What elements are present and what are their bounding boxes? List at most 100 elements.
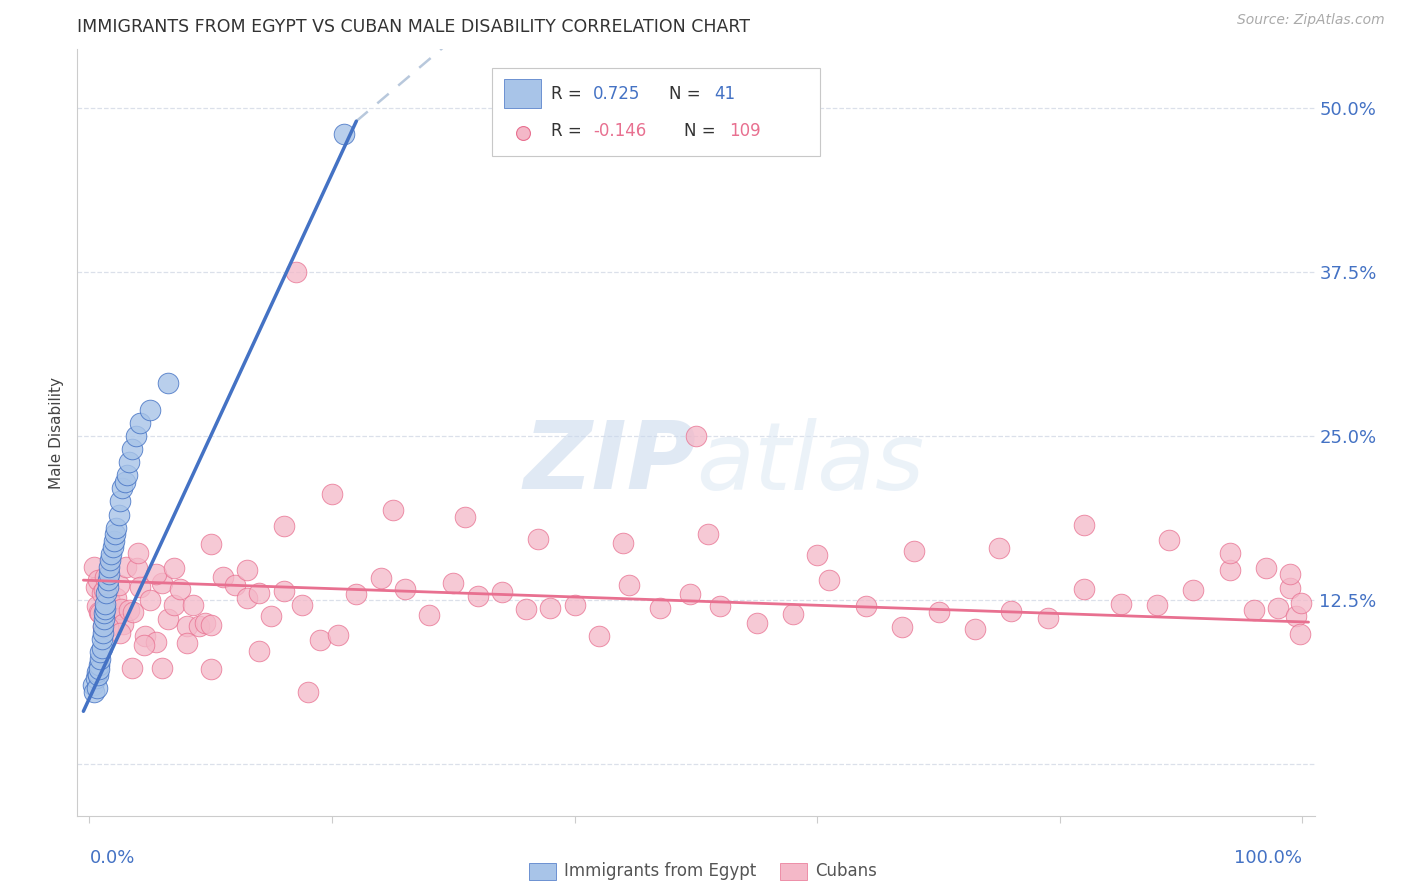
Point [685,429,707,443]
Point [129,416,152,430]
Text: Immigrants from Egypt: Immigrants from Egypt [564,863,756,880]
Point [200,618,222,632]
Point [118,603,141,617]
Point [1109,597,1132,611]
Point [200,663,222,677]
Point [818,573,841,587]
Point [94,602,117,616]
Point [107,508,129,522]
Point [697,527,720,541]
Point [103,533,125,548]
Point [93,612,115,626]
Point [806,548,828,562]
Point [93,583,115,598]
Point [928,605,950,619]
Point [679,587,702,601]
FancyBboxPatch shape [505,79,541,108]
Text: 109: 109 [730,122,761,140]
Y-axis label: Male Disability: Male Disability [49,376,65,489]
Point [114,475,136,489]
Point [200,537,222,551]
Point [1289,627,1312,641]
Point [297,685,319,699]
Point [381,503,404,517]
Point [963,623,986,637]
Point [89,605,111,619]
Point [418,607,440,622]
Text: IMMIGRANTS FROM EGYPT VS CUBAN MALE DISABILITY CORRELATION CHART: IMMIGRANTS FROM EGYPT VS CUBAN MALE DISA… [77,19,751,37]
Point [1279,567,1302,582]
Point [1036,611,1059,625]
Point [90,632,112,647]
Point [1291,596,1313,610]
Point [83,559,105,574]
Point [100,547,122,561]
Point [129,581,152,595]
Point [97,580,120,594]
Point [91,619,114,633]
Text: -0.146: -0.146 [593,122,647,140]
Point [454,510,477,524]
Point [98,553,121,567]
Point [108,626,131,640]
Point [284,265,307,279]
Point [326,628,349,642]
Point [96,615,118,630]
Point [321,487,343,501]
Point [87,574,110,588]
Point [139,592,162,607]
Point [111,481,134,495]
Point [194,616,217,631]
Point [344,587,367,601]
Text: N =: N = [669,85,706,103]
Point [101,609,124,624]
Point [648,600,671,615]
Point [1267,600,1289,615]
Text: 0.725: 0.725 [593,85,641,103]
Point [139,402,162,417]
Point [103,609,125,624]
Point [247,644,270,658]
Point [115,468,138,483]
Point [236,563,259,577]
Point [169,582,191,597]
Point [87,667,110,681]
Point [91,625,114,640]
Point [181,598,204,612]
Point [163,561,186,575]
Point [86,665,108,679]
Point [122,606,145,620]
Point [157,376,180,391]
Point [89,662,111,676]
Point [619,578,641,592]
Point [115,560,138,574]
Point [441,575,464,590]
Text: 100.0%: 100.0% [1234,849,1302,867]
Point [124,429,146,443]
Point [150,661,173,675]
Point [1146,598,1168,612]
Point [1279,581,1302,595]
Point [1285,609,1308,624]
Point [176,636,198,650]
Point [1219,563,1241,577]
Point [903,544,925,558]
Point [84,672,107,686]
Point [84,581,107,595]
Point [145,635,167,649]
Text: 41: 41 [714,85,735,103]
Point [309,632,332,647]
Point [273,519,295,533]
Text: atlas: atlas [696,417,924,508]
Point [1073,582,1095,597]
Point [612,536,634,550]
Point [96,586,118,600]
Text: N =: N = [683,122,720,140]
Point [745,616,768,631]
Point [527,532,550,546]
Point [97,560,120,574]
Point [134,629,156,643]
Point [82,678,104,692]
Point [91,620,114,634]
Text: 0.0%: 0.0% [90,849,135,867]
